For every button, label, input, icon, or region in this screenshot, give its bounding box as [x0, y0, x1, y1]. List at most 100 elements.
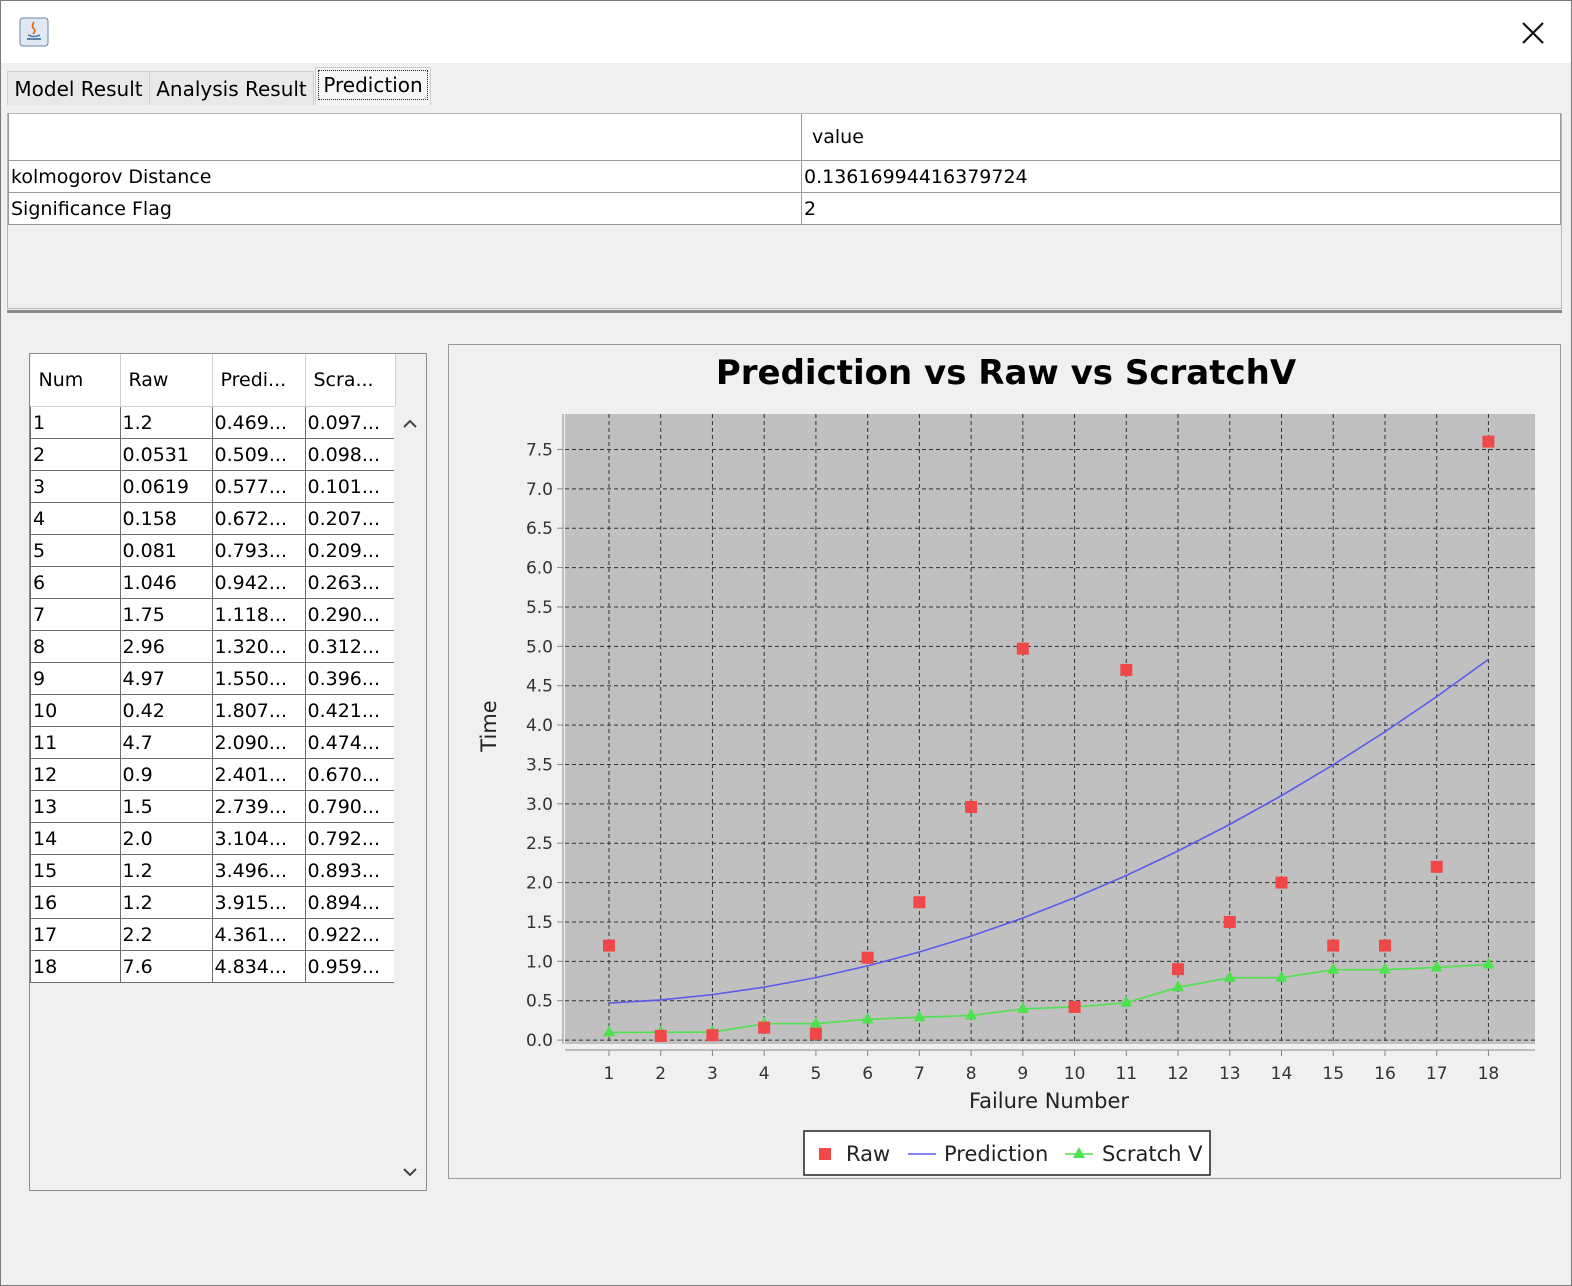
cell-num[interactable]: 11: [30, 726, 121, 759]
cell-prediction[interactable]: 3.915...: [211, 886, 306, 919]
cell-prediction[interactable]: 0.577...: [211, 470, 306, 503]
tab-model-result[interactable]: Model Result: [7, 71, 150, 105]
scroll-up-button[interactable]: [398, 412, 422, 436]
cell-num[interactable]: 12: [30, 758, 121, 791]
cell-prediction[interactable]: 1.320...: [211, 630, 306, 663]
cell-prediction[interactable]: 4.834...: [211, 950, 306, 983]
cell-num[interactable]: 16: [30, 886, 121, 919]
cell-raw[interactable]: 1.5: [119, 790, 213, 823]
cell-raw[interactable]: 0.158: [119, 502, 213, 535]
cell-prediction[interactable]: 1.807...: [211, 694, 306, 727]
cell-num[interactable]: 13: [30, 790, 121, 823]
table-row[interactable]: 2 0.0531 0.509... 0.098...: [30, 438, 396, 471]
close-button[interactable]: [1509, 13, 1557, 53]
table-row[interactable]: 5 0.081 0.793... 0.209...: [30, 534, 396, 567]
cell-scratch[interactable]: 0.959...: [304, 950, 396, 983]
cell-prediction[interactable]: 0.509...: [211, 438, 306, 471]
cell-scratch[interactable]: 0.790...: [304, 790, 396, 823]
cell-prediction[interactable]: 2.739...: [211, 790, 306, 823]
cell-num[interactable]: 9: [30, 662, 121, 695]
cell-prediction[interactable]: 1.550...: [211, 662, 306, 695]
cell-raw[interactable]: 0.0531: [119, 438, 213, 471]
cell-scratch[interactable]: 0.209...: [304, 534, 396, 567]
split-pane-divider[interactable]: [7, 310, 1562, 313]
cell-prediction[interactable]: 0.942...: [211, 566, 306, 599]
cell-scratch[interactable]: 0.893...: [304, 854, 396, 887]
table-row[interactable]: 14 2.0 3.104... 0.792...: [30, 822, 396, 855]
cell-raw[interactable]: 2.0: [119, 822, 213, 855]
stat-name[interactable]: Significance Flag: [8, 192, 802, 225]
table-row[interactable]: 3 0.0619 0.577... 0.101...: [30, 470, 396, 503]
cell-prediction[interactable]: 0.469...: [211, 406, 306, 439]
table-row[interactable]: 8 2.96 1.320... 0.312...: [30, 630, 396, 663]
cell-prediction[interactable]: 4.361...: [211, 918, 306, 951]
table-row[interactable]: Significance Flag 2: [8, 192, 1561, 225]
cell-scratch[interactable]: 0.792...: [304, 822, 396, 855]
table-row[interactable]: 6 1.046 0.942... 0.263...: [30, 566, 396, 599]
cell-scratch[interactable]: 0.421...: [304, 694, 396, 727]
cell-num[interactable]: 7: [30, 598, 121, 631]
cell-num[interactable]: 15: [30, 854, 121, 887]
column-header-raw[interactable]: Raw: [120, 354, 213, 407]
cell-num[interactable]: 4: [30, 502, 121, 535]
scroll-down-button[interactable]: [398, 1160, 422, 1184]
table-row[interactable]: 15 1.2 3.496... 0.893...: [30, 854, 396, 887]
cell-prediction[interactable]: 3.104...: [211, 822, 306, 855]
cell-raw[interactable]: 1.2: [119, 854, 213, 887]
cell-raw[interactable]: 2.96: [119, 630, 213, 663]
table-row[interactable]: 1 1.2 0.469... 0.097...: [30, 406, 396, 439]
table-row[interactable]: 17 2.2 4.361... 0.922...: [30, 918, 396, 951]
cell-raw[interactable]: 7.6: [119, 950, 213, 983]
column-header-num[interactable]: Num: [30, 354, 121, 407]
tab-prediction[interactable]: Prediction: [315, 67, 431, 105]
cell-scratch[interactable]: 0.312...: [304, 630, 396, 663]
cell-num[interactable]: 2: [30, 438, 121, 471]
column-header-scratch[interactable]: Scra...: [305, 354, 396, 407]
table-row[interactable]: 13 1.5 2.739... 0.790...: [30, 790, 396, 823]
vertical-scrollbar[interactable]: [394, 406, 426, 1190]
cell-num[interactable]: 18: [30, 950, 121, 983]
table-row[interactable]: 18 7.6 4.834... 0.959...: [30, 950, 396, 983]
cell-num[interactable]: 1: [30, 406, 121, 439]
cell-raw[interactable]: 2.2: [119, 918, 213, 951]
cell-raw[interactable]: 0.081: [119, 534, 213, 567]
cell-scratch[interactable]: 0.474...: [304, 726, 396, 759]
stats-header-name[interactable]: [8, 114, 802, 161]
cell-prediction[interactable]: 1.118...: [211, 598, 306, 631]
cell-num[interactable]: 10: [30, 694, 121, 727]
cell-prediction[interactable]: 2.090...: [211, 726, 306, 759]
table-row[interactable]: 16 1.2 3.915... 0.894...: [30, 886, 396, 919]
table-row[interactable]: 9 4.97 1.550... 0.396...: [30, 662, 396, 695]
cell-num[interactable]: 17: [30, 918, 121, 951]
cell-raw[interactable]: 0.0619: [119, 470, 213, 503]
cell-raw[interactable]: 1.046: [119, 566, 213, 599]
cell-prediction[interactable]: 2.401...: [211, 758, 306, 791]
cell-scratch[interactable]: 0.207...: [304, 502, 396, 535]
cell-num[interactable]: 8: [30, 630, 121, 663]
cell-raw[interactable]: 0.9: [119, 758, 213, 791]
cell-raw[interactable]: 1.2: [119, 406, 213, 439]
table-row[interactable]: 11 4.7 2.090... 0.474...: [30, 726, 396, 759]
stat-name[interactable]: kolmogorov Distance: [8, 160, 802, 193]
cell-raw[interactable]: 0.42: [119, 694, 213, 727]
cell-scratch[interactable]: 0.101...: [304, 470, 396, 503]
cell-scratch[interactable]: 0.396...: [304, 662, 396, 695]
cell-prediction[interactable]: 0.672...: [211, 502, 306, 535]
tab-analysis-result[interactable]: Analysis Result: [149, 71, 314, 105]
stats-header-value[interactable]: value: [801, 114, 1561, 161]
cell-scratch[interactable]: 0.894...: [304, 886, 396, 919]
stat-value[interactable]: 2: [801, 192, 1561, 225]
table-row[interactable]: 4 0.158 0.672... 0.207...: [30, 502, 396, 535]
stat-value[interactable]: 0.13616994416379724: [801, 160, 1561, 193]
cell-scratch[interactable]: 0.670...: [304, 758, 396, 791]
cell-scratch[interactable]: 0.290...: [304, 598, 396, 631]
cell-raw[interactable]: 1.2: [119, 886, 213, 919]
cell-scratch[interactable]: 0.263...: [304, 566, 396, 599]
table-row[interactable]: 12 0.9 2.401... 0.670...: [30, 758, 396, 791]
cell-raw[interactable]: 4.7: [119, 726, 213, 759]
cell-num[interactable]: 14: [30, 822, 121, 855]
cell-scratch[interactable]: 0.922...: [304, 918, 396, 951]
cell-num[interactable]: 3: [30, 470, 121, 503]
table-row[interactable]: 7 1.75 1.118... 0.290...: [30, 598, 396, 631]
cell-prediction[interactable]: 3.496...: [211, 854, 306, 887]
